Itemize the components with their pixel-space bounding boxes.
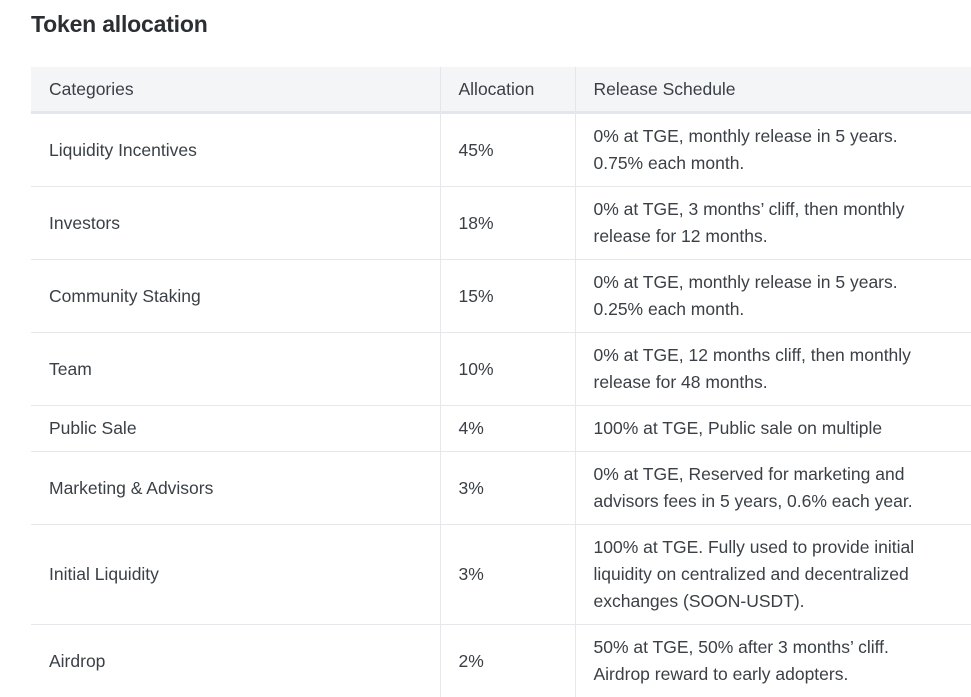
schedule-line: 100% at TGE, Public sale on multiple — [593, 418, 883, 438]
schedule-line: 0% at TGE, monthly release in 5 years. — [593, 126, 898, 146]
schedule-line: release for 48 months. — [593, 372, 768, 392]
schedule-line: 0.25% each month. — [593, 299, 745, 319]
category-cell: Liquidity Incentives — [31, 112, 440, 187]
category-cell: Marketing & Advisors — [31, 451, 440, 525]
schedule-cell: 0% at TGE, 3 months’ cliff, then monthly… — [574, 186, 971, 260]
category-cell: Initial Liquidity — [31, 524, 440, 625]
schedule-line: liquidity on centralized and decentraliz… — [593, 564, 909, 584]
schedule-line: release for 12 months. — [593, 226, 768, 246]
schedule-line: 0% at TGE, 3 months’ cliff, then monthly — [593, 199, 905, 219]
allocation-cell: 2% — [439, 624, 575, 697]
allocation-cell: 45% — [439, 112, 575, 187]
schedule-line: 0% at TGE, monthly release in 5 years. — [593, 272, 898, 292]
header-allocation: Allocation — [439, 67, 575, 114]
schedule-line: 0% at TGE, Reserved for marketing and — [593, 464, 905, 484]
schedule-cell: 0% at TGE, monthly release in 5 years. 0… — [574, 112, 971, 187]
category-cell: Team — [31, 332, 440, 406]
table-row: Team 10% 0% at TGE, 12 months cliff, the… — [31, 332, 971, 406]
token-allocation-table: Categories Allocation Release Schedule L… — [31, 67, 971, 697]
schedule-line: exchanges (SOON-USDT). — [593, 591, 805, 611]
allocation-cell: 15% — [439, 259, 575, 333]
schedule-line: Airdrop reward to early adopters. — [593, 664, 849, 684]
table-row: Investors 18% 0% at TGE, 3 months’ cliff… — [31, 186, 971, 260]
table-row: Community Staking 15% 0% at TGE, monthly… — [31, 259, 971, 333]
category-cell: Community Staking — [31, 259, 440, 333]
category-cell: Public Sale — [31, 405, 440, 452]
allocation-cell: 10% — [439, 332, 575, 406]
schedule-cell: 50% at TGE, 50% after 3 months’ cliff. A… — [574, 624, 971, 697]
schedule-line: 50% at TGE, 50% after 3 months’ cliff. — [593, 637, 889, 657]
allocation-cell: 3% — [439, 451, 575, 525]
schedule-line: 0% at TGE, 12 months cliff, then monthly — [593, 345, 911, 365]
table-row: Public Sale 4% 100% at TGE, Public sale … — [31, 405, 971, 452]
table-row: Marketing & Advisors 3% 0% at TGE, Reser… — [31, 451, 971, 525]
header-release-schedule: Release Schedule — [574, 67, 971, 114]
table-header-row: Categories Allocation Release Schedule — [31, 67, 971, 114]
section-title: Token allocation — [31, 11, 208, 37]
schedule-line: 100% at TGE. Fully used to provide initi… — [593, 537, 915, 557]
allocation-cell: 3% — [439, 524, 575, 625]
category-cell: Investors — [31, 186, 440, 260]
schedule-line: advisors fees in 5 years, 0.6% each year… — [593, 491, 913, 511]
allocation-cell: 18% — [439, 186, 575, 260]
header-categories: Categories — [31, 67, 440, 114]
schedule-cell: 100% at TGE, Public sale on multiple — [574, 405, 971, 452]
schedule-cell: 0% at TGE, Reserved for marketing and ad… — [574, 451, 971, 525]
table-row: Initial Liquidity 3% 100% at TGE. Fully … — [31, 524, 971, 625]
schedule-cell: 0% at TGE, monthly release in 5 years. 0… — [574, 259, 971, 333]
schedule-cell: 100% at TGE. Fully used to provide initi… — [574, 524, 971, 625]
allocation-cell: 4% — [439, 405, 575, 452]
category-cell: Airdrop — [49, 650, 106, 671]
table-row: Liquidity Incentives 45% 0% at TGE, mont… — [31, 112, 971, 187]
schedule-line: 0.75% each month. — [593, 153, 745, 173]
schedule-cell: 0% at TGE, 12 months cliff, then monthly… — [574, 332, 971, 406]
table-row: Airdrop 2% 50% at TGE, 50% after 3 month… — [31, 624, 971, 697]
